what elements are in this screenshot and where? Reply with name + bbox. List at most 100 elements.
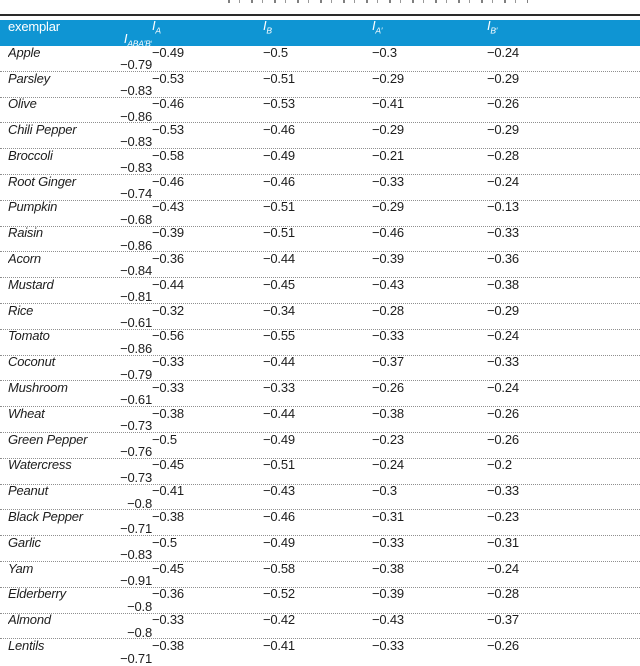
value-cell-ib: −0.34: [263, 302, 295, 318]
value-cell-ia-prime: −0.23: [372, 431, 404, 447]
header-symbol: I: [487, 17, 491, 33]
value-cell-iabab-prime: −0.61: [120, 392, 152, 408]
value-cell-ia: −0.38: [152, 638, 184, 654]
table-row: Raisin −0.39 −0.51 −0.46 −0.33 −0.86: [0, 225, 640, 253]
table-row: Acorn −0.36 −0.44 −0.39 −0.36 −0.84: [0, 251, 640, 278]
value-cell-ia-prime: −0.43: [372, 612, 404, 628]
value-cell-ib: −0.58: [263, 560, 295, 576]
exemplar-cell: Pumpkin: [8, 199, 58, 215]
value-cell-ib: −0.45: [263, 276, 295, 292]
value-cell-ib: −0.53: [263, 96, 295, 112]
value-cell-ia-prime: −0.46: [372, 225, 404, 241]
value-cell-ib: −0.46: [263, 122, 295, 138]
header-symbol: I: [123, 30, 128, 46]
value-cell-ib: −0.51: [263, 225, 295, 241]
column-header-ib: IB: [263, 18, 372, 36]
value-cell-ib: −0.46: [263, 509, 295, 525]
value-cell-ia-prime: −0.33: [372, 173, 404, 189]
exemplar-cell: Peanut: [8, 483, 49, 499]
value-cell-ia-prime: −0.3: [372, 44, 397, 60]
value-cell-ia-prime: −0.21: [372, 147, 404, 163]
value-cell-iabab-prime: −0.86: [120, 108, 152, 124]
column-header-ia-prime: IA′: [372, 18, 487, 36]
value-cell-iabab-prime: −0.61: [120, 315, 152, 331]
value-cell-ib-prime: −0.38: [487, 276, 519, 292]
column-header-ia: IA: [152, 18, 263, 36]
table-row: Almond −0.33 −0.42 −0.43 −0.37 −0.8: [0, 612, 640, 640]
value-cell-ia: −0.36: [152, 586, 184, 602]
table-row: Yam −0.45 −0.58 −0.38 −0.24 −0.91: [0, 560, 640, 589]
value-cell-ib-prime: −0.29: [487, 70, 519, 86]
exemplar-cell: Mustard: [8, 276, 54, 292]
value-cell-ib: −0.42: [263, 612, 295, 628]
table-top-rule: [0, 14, 640, 16]
value-cell-ib-prime: −0.13: [487, 199, 519, 215]
value-cell-ia: −0.38: [152, 509, 184, 525]
value-cell-iabab-prime: −0.8: [127, 495, 152, 511]
value-cell-ia: −0.33: [152, 354, 184, 370]
value-cell-ia: −0.33: [152, 612, 184, 628]
table-row: Tomato −0.56 −0.55 −0.33 −0.24 −0.86: [0, 328, 640, 356]
value-cell-ib-prime: −0.24: [487, 44, 519, 60]
exemplar-cell: Yam: [8, 560, 34, 576]
value-cell-ib-prime: −0.29: [487, 302, 519, 318]
value-cell-iabab-prime: −0.76: [120, 444, 152, 460]
table-row: Wheat −0.38 −0.44 −0.38 −0.26 −0.73: [0, 405, 640, 433]
exemplar-column-header: exemplar: [8, 19, 60, 34]
header-symbol: I: [372, 17, 376, 33]
value-cell-ib: −0.51: [263, 199, 295, 215]
value-cell-iabab-prime: −0.91: [120, 573, 152, 589]
value-cell-iabab-prime: −0.74: [120, 186, 152, 202]
value-cell-ib: −0.46: [263, 173, 295, 189]
value-cell-ib: −0.49: [263, 431, 295, 447]
exemplar-cell: Acorn: [8, 251, 41, 267]
value-cell-iabab-prime: −0.8: [127, 624, 152, 640]
column-header-ib-prime: IB′: [487, 18, 634, 36]
value-cell-ia: −0.43: [152, 199, 184, 215]
value-cell-ib-prime: −0.26: [487, 405, 519, 421]
value-cell-ib-prime: −0.33: [487, 354, 519, 370]
value-cell-ia-prime: −0.26: [372, 380, 404, 396]
exemplar-cell: Root Ginger: [8, 173, 76, 189]
value-cell-ia-prime: −0.24: [372, 457, 404, 473]
exemplar-cell: Parsley: [8, 70, 50, 86]
table-header-row: exemplar IA IB IA′ IB′ IABA′B′: [0, 18, 640, 48]
value-cell-ib-prime: −0.29: [487, 122, 519, 138]
value-cell-iabab-prime: −0.81: [120, 289, 152, 305]
table-row: Lentils −0.38 −0.41 −0.33 −0.26 −0.71: [0, 638, 640, 666]
value-cell-ib-prime: −0.24: [487, 380, 519, 396]
value-cell-iabab-prime: −0.71: [120, 521, 152, 537]
value-cell-ib: −0.52: [263, 586, 295, 602]
value-cell-ia: −0.41: [152, 483, 184, 499]
value-cell-ia-prime: −0.38: [372, 405, 404, 421]
table-body: Apple −0.49 −0.5 −0.3 −0.24 −0.79 Parsle…: [0, 44, 640, 666]
table-row: Garlic −0.5 −0.49 −0.33 −0.31 −0.83: [0, 534, 640, 562]
value-cell-ib: −0.51: [263, 457, 295, 473]
table-row: Rice −0.32 −0.34 −0.28 −0.29 −0.61: [0, 302, 640, 331]
value-cell-ib: −0.51: [263, 70, 295, 86]
exemplar-cell: Almond: [8, 612, 51, 628]
value-cell-ib: −0.55: [263, 328, 295, 344]
value-cell-ib-prime: −0.24: [487, 328, 519, 344]
table-row: Olive −0.46 −0.53 −0.41 −0.26 −0.86: [0, 96, 640, 124]
table-row: Peanut −0.41 −0.43 −0.3 −0.33 −0.8: [0, 483, 640, 511]
value-cell-ib: −0.44: [263, 354, 295, 370]
value-cell-ib: −0.49: [263, 534, 295, 550]
value-cell-ib-prime: −0.36: [487, 251, 519, 267]
exemplar-cell: Elderberry: [8, 586, 66, 602]
table-row: Green Pepper −0.5 −0.49 −0.23 −0.26 −0.7…: [0, 431, 640, 460]
exemplar-cell: Garlic: [8, 534, 41, 550]
exemplar-cell: Wheat: [8, 405, 45, 421]
value-cell-ib: −0.5: [263, 44, 288, 60]
exemplar-cell: Broccoli: [8, 147, 53, 163]
table-row: Chili Pepper −0.53 −0.46 −0.29 −0.29 −0.…: [0, 122, 640, 149]
header-subscript: A′: [375, 25, 383, 36]
value-cell-ia: −0.36: [152, 251, 184, 267]
value-cell-ia-prime: −0.29: [372, 199, 404, 215]
table-row: Parsley −0.53 −0.51 −0.29 −0.29 −0.83: [0, 70, 640, 98]
value-cell-ia-prime: −0.29: [372, 122, 404, 138]
value-cell-iabab-prime: −0.79: [120, 57, 152, 73]
cropped-caption-remnant: [228, 0, 528, 3]
value-cell-ia: −0.45: [152, 457, 184, 473]
value-cell-ib-prime: −0.24: [487, 560, 519, 576]
